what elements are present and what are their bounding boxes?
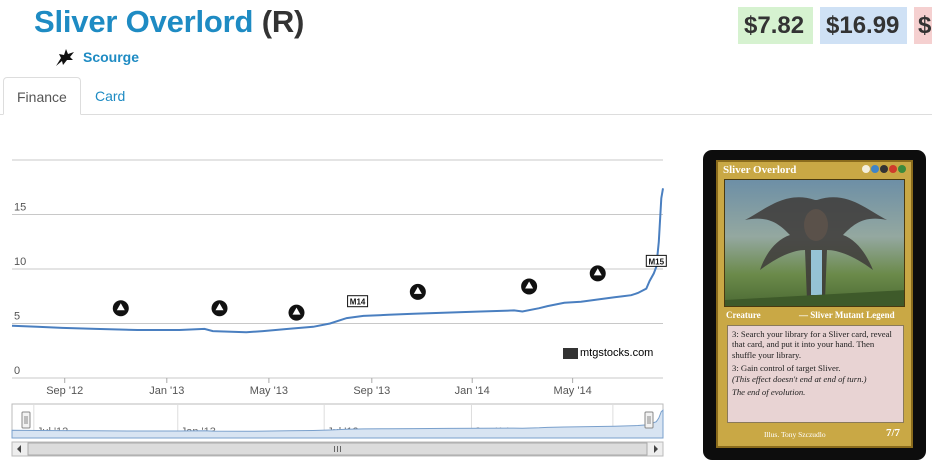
mana-cost	[862, 165, 906, 173]
price-low: $7.82	[738, 7, 813, 44]
set-marker-glyph	[215, 303, 224, 311]
card-title: Sliver Overlord (R)	[34, 4, 304, 40]
scroll-left-arrow-icon[interactable]	[17, 445, 21, 453]
x-tick-label: Sep '12	[46, 385, 83, 397]
sliver-art	[725, 197, 904, 306]
flavor-text: The end of evolution.	[732, 387, 806, 398]
card-art	[724, 179, 905, 307]
power-toughness: 7/7	[886, 427, 901, 439]
black-mana-icon	[880, 165, 888, 173]
set-marker-badge	[347, 295, 369, 308]
tab-card[interactable]: Card	[95, 88, 126, 104]
y-tick-label: 0	[14, 365, 20, 377]
rules-textbox: 3: Search your library for a Sliver card…	[727, 325, 904, 423]
navigator-handle-right[interactable]	[644, 411, 654, 429]
set-marker-glyph	[525, 281, 534, 289]
card-name: Sliver Overlord	[34, 4, 254, 39]
watermark-text: mtgstocks.com	[580, 347, 654, 359]
x-tick-label: Sep '13	[353, 385, 390, 397]
price-chart: 0 5 10 15 Sep '12 Jan '13 May '13 Sep '13 Jan '1…	[0, 150, 680, 467]
card-image: Sliver Overlord Creature — Sliver Mutant…	[703, 150, 926, 460]
type-left: Creature	[726, 310, 761, 320]
price-chart-svg: 0 5 10 15 Sep '12 Jan '13 May '13 Sep '13 Jan '1…	[11, 159, 667, 457]
price-line	[11, 188, 664, 334]
y-tick-label: 10	[14, 256, 26, 268]
type-right: — Sliver Mutant Legend	[799, 310, 895, 320]
set-marker-glyph	[593, 268, 602, 276]
set-marker-glyph	[413, 286, 422, 294]
rules-text-2: 3: Gain control of target Sliver.	[732, 363, 841, 374]
chart-watermark: mtgstocks.com	[563, 347, 653, 359]
set-marker-glyph	[116, 303, 125, 311]
set-link[interactable]: Scourge	[83, 49, 140, 65]
price-mid: $16.99	[820, 7, 907, 44]
set-marker-label: M15	[649, 257, 665, 266]
x-tick-label: May '14	[554, 385, 592, 397]
scroll-right-arrow-icon[interactable]	[654, 445, 658, 453]
x-tick-label: May '13	[250, 385, 288, 397]
tab-finance[interactable]: Finance	[3, 77, 81, 115]
rules-text-1: 3: Search your library for a Sliver card…	[732, 329, 892, 360]
set-marker-glyph	[292, 307, 301, 315]
navigator-handle-left[interactable]	[21, 411, 31, 429]
type-line: Creature — Sliver Mutant Legend	[723, 310, 908, 323]
set-marker-label: M14	[350, 298, 366, 307]
price-high: $	[914, 7, 932, 44]
blue-mana-icon	[871, 165, 879, 173]
white-mana-icon	[862, 165, 870, 173]
red-mana-icon	[889, 165, 897, 173]
scourge-set-icon	[56, 49, 74, 66]
card-frame: Sliver Overlord Creature — Sliver Mutant…	[716, 160, 913, 448]
card-rarity: (R)	[261, 4, 305, 39]
tab-bar: Finance Card	[0, 77, 932, 115]
set-info: Scourge	[54, 46, 139, 68]
set-marker-badge	[645, 254, 667, 267]
y-tick-label: 15	[14, 202, 26, 214]
card-face-name: Sliver Overlord	[723, 164, 797, 176]
reminder-text: (This effect doesn't end at end of turn.…	[732, 373, 867, 384]
mtgstocks-logo-icon	[563, 347, 578, 359]
green-mana-icon	[898, 165, 906, 173]
illustrator: Illus. Tony Szczudlo	[764, 430, 826, 439]
x-tick-label: Jan '13	[149, 385, 184, 397]
x-tick-label: Jan '14	[455, 385, 490, 397]
y-tick-label: 5	[14, 311, 20, 323]
